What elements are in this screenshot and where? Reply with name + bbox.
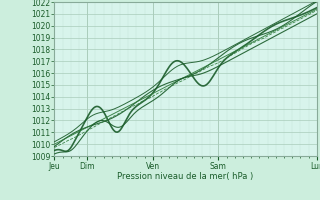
X-axis label: Pression niveau de la mer( hPa ): Pression niveau de la mer( hPa ) <box>117 172 254 181</box>
